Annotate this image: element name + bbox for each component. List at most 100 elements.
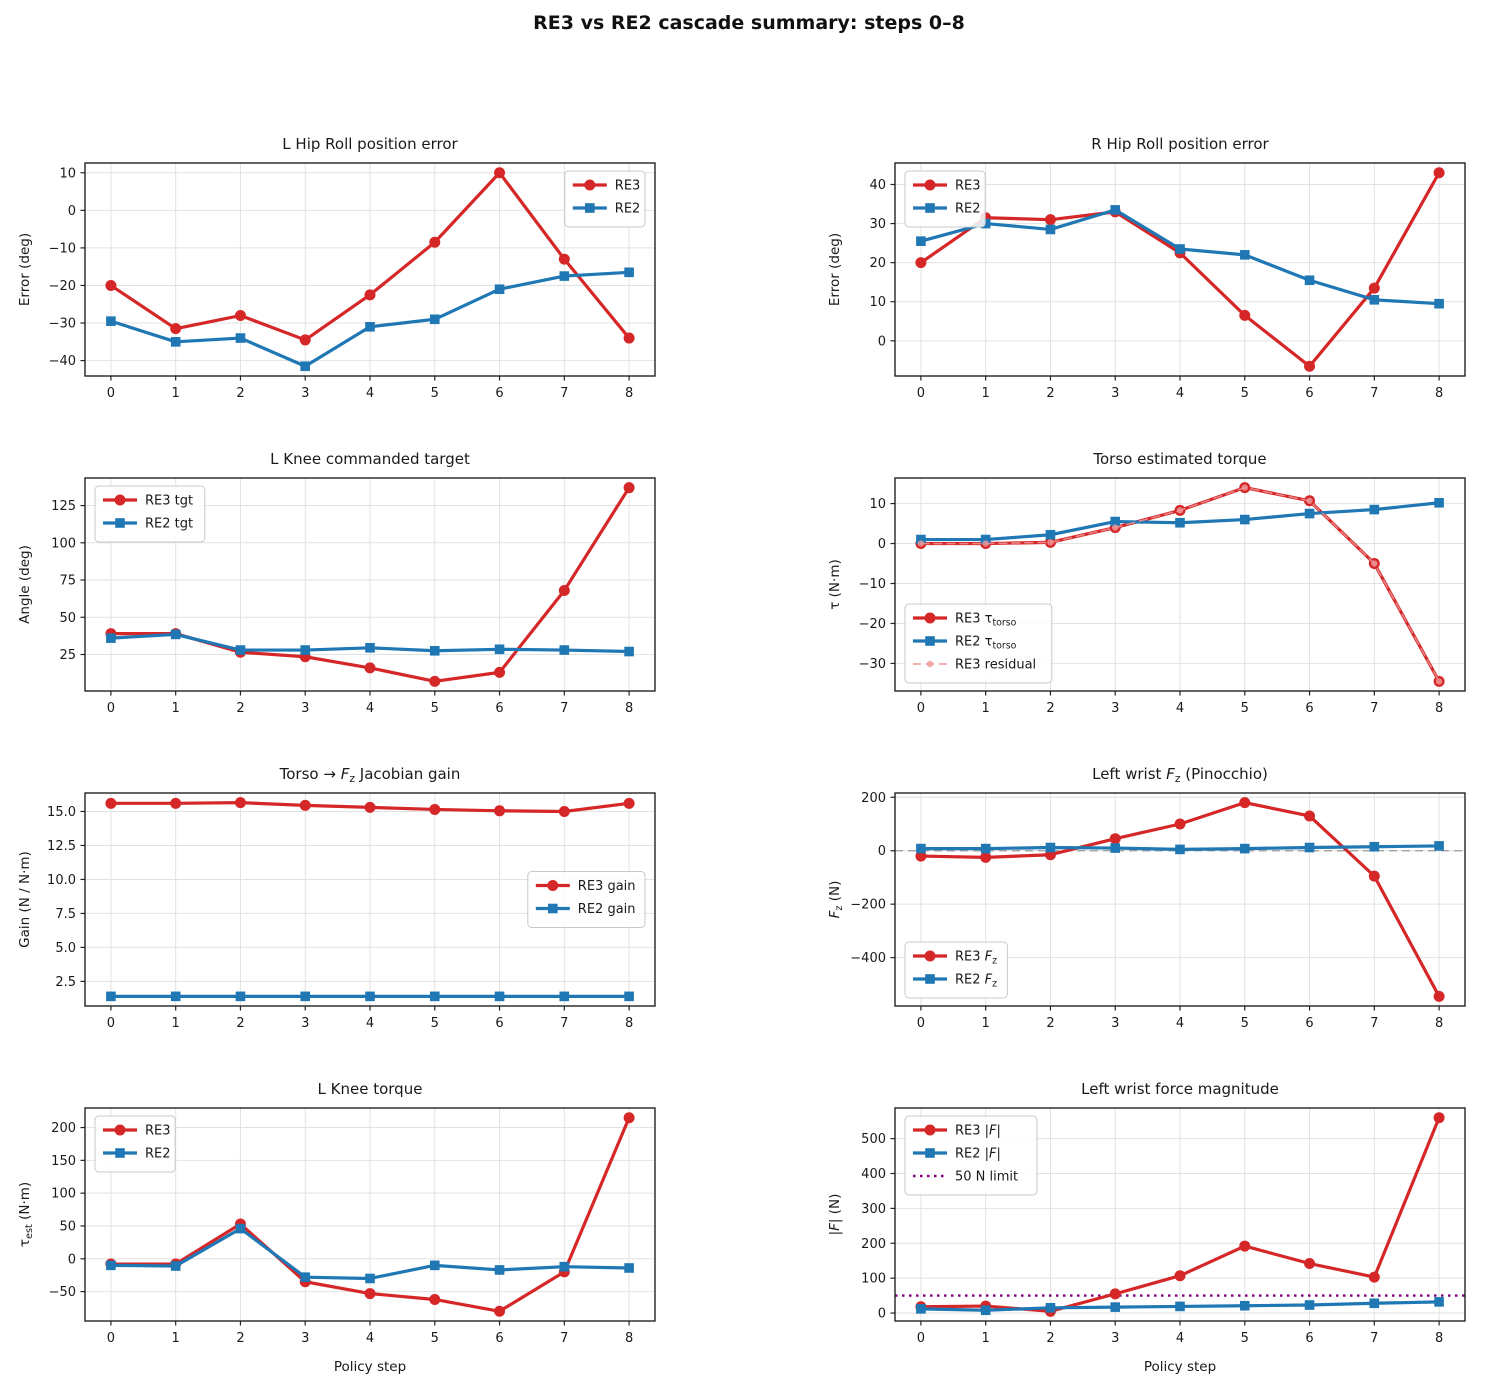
y-tick-label: 2.5: [55, 975, 76, 990]
data-point-square: [624, 1263, 634, 1273]
x-axis: 0 1 2 3 4 5 6 7 8: [917, 376, 1443, 401]
data-point-square: [300, 645, 311, 655]
data-point-square: [170, 337, 181, 347]
x-tick-label: 7: [1370, 701, 1378, 716]
r-hip-roll-position-error-canvas: 0 1 2 3 4 5 6 7 8 40 30 20 10 0 R Hip Roll position er…: [827, 135, 1466, 401]
y-tick-label: 200: [861, 791, 886, 806]
data-point-square: [494, 1265, 505, 1275]
x-tick-label: 7: [560, 386, 568, 401]
data-point-square: [1369, 294, 1380, 305]
legend-label: RE3: [615, 179, 641, 194]
y-axis-label: Error (deg): [827, 233, 843, 306]
x-tick-label: 3: [1111, 1331, 1119, 1346]
data-point-square: [429, 645, 440, 656]
y-tick-label: 0: [68, 204, 76, 219]
chart-title: Torso → Fz Jacobian gain: [279, 765, 461, 785]
figure-title: RE3 vs RE2 cascade summary: steps 0–8: [533, 12, 965, 34]
data-point-circle: [980, 851, 992, 863]
data-point-circle: [364, 662, 376, 674]
data-point-circle: [623, 482, 635, 494]
x-tick-label: 6: [1305, 386, 1313, 401]
y-tick-label: 50: [59, 611, 76, 626]
x-axis: 0 1 2 3 4 5 6 7 8: [917, 1006, 1443, 1031]
series-re3-residual: [917, 484, 1443, 685]
data-point-circle: [494, 167, 506, 179]
data-point-circle: [1433, 1112, 1445, 1124]
data-point-circle: [1109, 1288, 1121, 1300]
data-point-circle: [547, 880, 559, 891]
chart-grid: 0 1 2 3 4 5 6 7 8 10 0 −10 −20 −30 −40 L Hip Roll posit…: [0, 100, 1498, 1386]
data-point-square: [1434, 841, 1444, 851]
data-point-circle: [924, 950, 936, 962]
data-point-circle: [1368, 870, 1380, 882]
data-point-circle: [114, 494, 126, 506]
y-tick-label: 0: [878, 334, 886, 349]
left-wrist-fz-pinocchio-canvas: 0 1 2 3 4 5 6 7 8 200 0 −200 −400 Left wrist Fz (Pino…: [827, 765, 1466, 1031]
series-re2: [106, 1223, 634, 1284]
x-tick-label: 8: [625, 1016, 633, 1031]
data-point-square: [624, 267, 634, 278]
data-point-circle: [1304, 810, 1316, 822]
data-point-square: [300, 361, 311, 372]
y-tick-label: 30: [869, 217, 886, 232]
data-point-circle: [429, 236, 441, 248]
x-axis: 0 1 2 3 4 5 6 7 8: [107, 1321, 633, 1346]
data-point-circle: [1174, 1270, 1186, 1282]
data-point-square: [106, 1260, 116, 1271]
data-point-circle: [1433, 990, 1445, 1002]
x-axis: 0 1 2 3 4 5 6 7 8: [917, 1321, 1443, 1346]
x-tick-label: 4: [366, 386, 374, 401]
data-point-circle: [1241, 484, 1248, 491]
data-point-square: [1369, 1298, 1380, 1309]
data-point-square: [1304, 842, 1315, 853]
x-tick-label: 6: [495, 1016, 503, 1031]
data-point-square: [106, 633, 116, 643]
legend-label: RE2 Fz: [955, 973, 997, 990]
x-tick-label: 8: [1435, 701, 1443, 716]
x-tick-label: 4: [366, 1331, 374, 1346]
data-point-square: [235, 991, 246, 1002]
x-tick-label: 1: [982, 1331, 990, 1346]
legend: RE3 |F| RE2 |F| 50 N limit: [904, 1115, 1038, 1196]
y-tick-label: 7.5: [55, 907, 76, 922]
data-point-square: [1045, 529, 1056, 540]
data-point-circle: [1239, 309, 1251, 321]
data-point-circle: [623, 332, 635, 344]
legend-label: RE2 |F|: [955, 1147, 1001, 1162]
data-point-square: [1304, 275, 1315, 286]
legend-label: RE2 τtorso: [955, 635, 1017, 652]
data-point-square: [1369, 504, 1380, 515]
y-tick-label: 500: [861, 1132, 886, 1147]
x-tick-label: 2: [236, 386, 244, 401]
y-axis-label: Fz (N): [827, 881, 845, 919]
x-tick-label: 4: [1176, 701, 1184, 716]
series-re2-torso: [916, 497, 1444, 545]
l-hip-roll-position-error-canvas: 0 1 2 3 4 5 6 7 8 10 0 −10 −20 −30 −40 L Hip Roll posit…: [17, 135, 656, 401]
x-axis: 0 1 2 3 4 5 6 7 8: [107, 691, 633, 716]
data-point-circle: [1306, 497, 1313, 504]
data-point-square: [1110, 205, 1121, 215]
data-point-circle: [1371, 560, 1378, 567]
data-point-circle: [170, 323, 182, 335]
data-point-circle: [926, 660, 934, 668]
series-re2-f-: [916, 1297, 1444, 1316]
torso-estimated-torque-canvas: 0 1 2 3 4 5 6 7 8 10 0 −10 −20 −30 Torso estimated tor…: [827, 450, 1466, 716]
data-point-square: [494, 644, 505, 655]
x-tick-label: 8: [625, 701, 633, 716]
series-re2: [106, 267, 634, 372]
x-tick-label: 0: [107, 1016, 115, 1031]
y-tick-label: 40: [869, 178, 886, 193]
data-point-square: [1239, 514, 1250, 525]
data-point-square: [300, 991, 311, 1002]
x-tick-label: 1: [172, 1331, 180, 1346]
data-point-circle: [494, 1305, 506, 1317]
x-tick-label: 2: [1046, 701, 1054, 716]
x-axis-label: Policy step: [334, 1359, 406, 1375]
data-point-circle: [1304, 1258, 1316, 1270]
data-point-circle: [299, 334, 311, 346]
y-axis-label: τ (N·m): [827, 559, 843, 610]
y-axis: 40 30 20 10 0: [869, 178, 895, 349]
x-tick-label: 6: [495, 701, 503, 716]
x-tick-label: 2: [236, 1016, 244, 1031]
